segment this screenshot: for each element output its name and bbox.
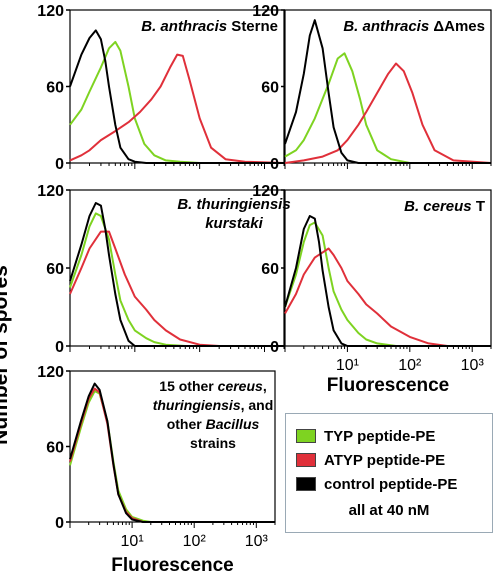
- series-control-line: [69, 29, 284, 164]
- panel-title-strain: Sterne: [227, 18, 278, 35]
- x-tick-label: 10¹: [121, 533, 144, 550]
- panel-title-line1: B. thuringiensis: [177, 196, 290, 213]
- legend-item-typ: TYP peptide-PE: [296, 426, 435, 446]
- panel-title-part: Bacillus: [206, 416, 260, 432]
- y-tick-label: 60: [261, 261, 279, 278]
- panel-title-part: 15 other: [159, 378, 217, 394]
- x-tick-label: 10³: [461, 357, 485, 374]
- panel-title-species: B. anthracis: [343, 18, 429, 35]
- series-typ-line: [69, 40, 284, 164]
- panel-title-part: other: [167, 416, 206, 432]
- panel-title-line4: strains: [190, 435, 236, 451]
- y-tick-label: 120: [252, 183, 279, 200]
- panel-title-strain: ΔAmes: [429, 18, 485, 35]
- series-control-line: [69, 382, 275, 523]
- y-tick-label: 120: [252, 3, 279, 20]
- legend-swatch-atyp: [296, 453, 316, 467]
- legend-label-control: control peptide-PE: [324, 475, 458, 493]
- panel-title-line1: 15 other cereus,: [159, 378, 266, 394]
- y-tick-label: 60: [46, 261, 64, 278]
- legend-label-atyp: ATYP peptide-PE: [324, 451, 446, 469]
- series-atyp-line: [284, 247, 491, 347]
- y-tick-label: 60: [46, 440, 64, 457]
- y-tick-label: 60: [46, 80, 64, 97]
- series-typ-line: [69, 212, 284, 347]
- y-axis-label: Number of spores: [0, 265, 12, 445]
- series-atyp-line: [69, 230, 284, 347]
- panel-title-part: cereus: [218, 378, 263, 394]
- legend-swatch-control: [296, 477, 316, 491]
- panel-title-line3: other Bacillus: [167, 416, 260, 432]
- y-tick-label: 0: [55, 515, 64, 532]
- panel-title-part: strains: [190, 435, 236, 451]
- x-tick-label: 10²: [183, 533, 207, 550]
- panel-title-part: , and: [241, 397, 274, 413]
- legend-item-control: control peptide-PE: [296, 474, 457, 494]
- panel-title-species: B. anthracis: [141, 18, 227, 35]
- panel-title-part: thuringiensis: [153, 397, 241, 413]
- series-typ-line: [284, 52, 491, 164]
- x-tick-label: 10³: [245, 533, 269, 550]
- y-tick-label: 0: [270, 339, 279, 356]
- legend-item-atyp: ATYP peptide-PE: [296, 450, 445, 470]
- series-control-line: [284, 19, 491, 164]
- panel-title: B. anthracis Sterne: [141, 18, 278, 35]
- panel-title: B. anthracis ΔAmes: [343, 18, 485, 35]
- y-tick-label: 0: [55, 156, 64, 173]
- series-atyp-line: [69, 53, 285, 164]
- x-tick-label: 10¹: [336, 357, 359, 374]
- y-tick-label: 0: [55, 339, 64, 356]
- panel-2: 0 60 120 B. anthracis ΔAmes: [252, 3, 492, 173]
- legend-note: all at 40 nM: [348, 502, 430, 519]
- panel-5: 0 60 120 10¹ 10² 10³ 15 other cereus, thuringie…: [37, 364, 276, 550]
- panel-title: B. cereus T: [404, 198, 485, 215]
- panel-4: 0 60 120 10¹ 10² 10³ B. cereus T: [252, 183, 492, 374]
- series-control-line: [284, 215, 491, 347]
- panel-title-part: ,: [263, 378, 267, 394]
- panel-title-species: B. cereus: [404, 198, 472, 215]
- y-tick-label: 60: [261, 80, 279, 97]
- panel-title-strain: T: [472, 198, 485, 215]
- y-tick-label: 120: [37, 364, 64, 381]
- legend: TYP peptide-PE ATYP peptide-PE control p…: [285, 413, 493, 533]
- series-atyp-line: [284, 62, 492, 164]
- panel-title-line2: kurstaki: [205, 215, 263, 232]
- series-typ-line: [284, 221, 491, 347]
- panel-title-line2: thuringiensis, and: [153, 397, 274, 413]
- y-tick-label: 0: [270, 156, 279, 173]
- series-control-line: [69, 202, 284, 347]
- legend-label-typ: TYP peptide-PE: [324, 427, 436, 445]
- y-tick-label: 120: [37, 183, 64, 200]
- x-tick-label: 10²: [398, 357, 422, 374]
- x-axis-label-2: Fluorescence: [111, 555, 234, 576]
- legend-swatch-typ: [296, 429, 316, 443]
- x-axis-label-1: Fluorescence: [327, 375, 450, 396]
- y-tick-label: 120: [37, 3, 64, 20]
